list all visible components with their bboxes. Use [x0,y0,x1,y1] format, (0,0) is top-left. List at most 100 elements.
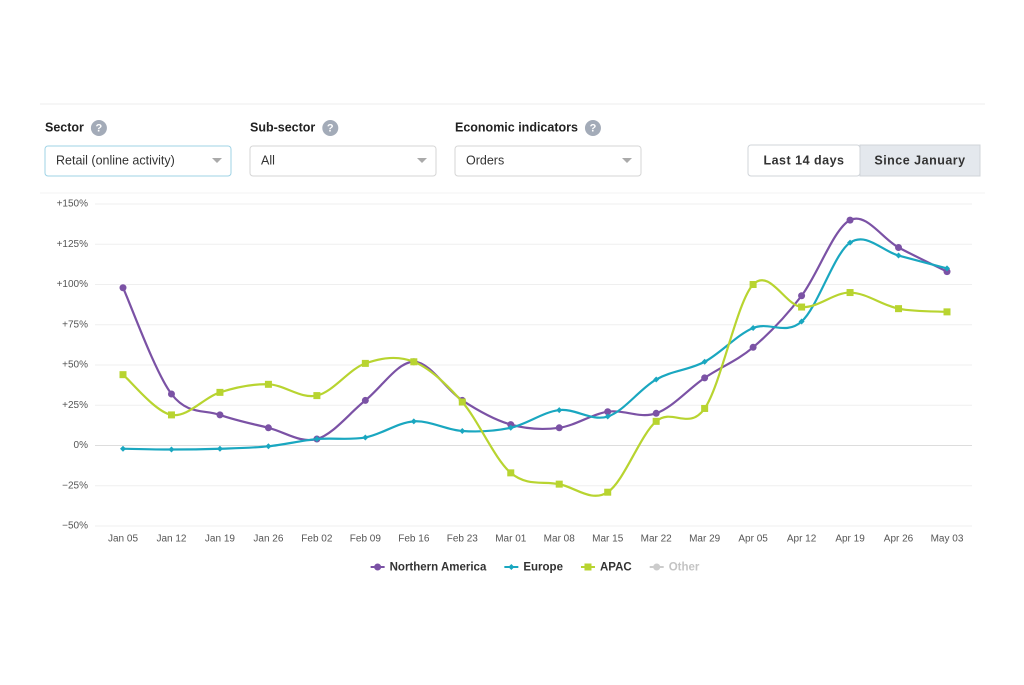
x-tick-label: Feb 16 [398,534,430,545]
data-point [361,359,369,367]
series-line [122,279,948,497]
dropdown-value: Retail (online activity) [56,153,175,167]
dropdown-caret [212,158,222,163]
dropdown-caret [417,158,427,163]
dropdown-box [454,145,642,177]
data-point [264,424,272,432]
legend: Northern America Europe APAC Other [370,562,700,574]
y-tick-label: +75% [62,319,88,330]
x-tick-label: Mar 01 [495,534,527,545]
data-point [507,424,514,431]
data-point [556,407,563,414]
data-point [216,445,223,452]
data-point [701,358,708,365]
dropdown-box [249,145,437,177]
help-icon[interactable] [90,120,107,136]
y-tick-label: 0% [74,440,89,451]
y-tick-label: +125% [57,239,89,250]
toggle-button[interactable]: Since January [859,144,981,177]
dropdown[interactable]: All [249,145,437,177]
filter-label: Economic indicators [455,120,578,134]
data-point [216,411,224,419]
legend-marker [584,563,592,571]
y-tick-label: +25% [62,400,88,411]
y-tick-label: +100% [57,279,89,290]
data-point [944,265,950,272]
x-tick-label: Apr 12 [787,534,817,545]
data-point [604,408,612,416]
y-tick-label: +50% [62,360,88,371]
data-point [798,318,805,325]
data-point [555,480,563,488]
data-point [653,376,660,383]
data-point [265,443,272,450]
toggle-button-box [859,144,981,177]
x-tick-label: Jan 05 [108,534,138,545]
series-line [122,238,948,451]
x-tick-label: Feb 09 [350,534,382,545]
help-icon[interactable] [584,120,601,136]
data-point [119,371,127,379]
x-tick-label: Jan 19 [205,534,235,545]
x-tick-label: Jan 26 [253,534,283,545]
filter-label: Sub-sector [250,120,315,134]
data-point [750,324,757,331]
data-point [895,243,903,251]
data-point [701,374,709,382]
legend-label: Other [669,562,700,574]
x-tick-label: Mar 22 [641,534,673,545]
data-point [313,392,321,400]
data-point [846,289,854,297]
legend-item[interactable]: Europe [504,562,563,574]
x-tick-label: Apr 26 [884,534,914,545]
data-point [507,469,515,477]
data-point [895,305,903,313]
toggle-button[interactable]: Last 14 days [747,144,861,177]
legend-item[interactable]: APAC [580,562,632,574]
data-point [701,404,709,412]
y-tick-label: −50% [62,521,88,532]
data-point [264,380,272,388]
x-tick-label: Mar 08 [544,534,576,545]
dropdown-value: Orders [466,153,504,167]
legend-marker [508,564,515,570]
dropdown[interactable]: Retail (online activity) [44,145,232,177]
x-tick-label: Feb 23 [447,534,479,545]
x-tick-label: Mar 29 [689,534,721,545]
help-icon-text: ? [590,122,597,134]
data-point [410,418,417,425]
data-point [119,284,127,292]
data-point [943,308,951,316]
legend-label: APAC [600,562,632,574]
help-icon[interactable] [322,120,339,136]
data-point [652,417,660,425]
dropdown-caret [622,158,632,163]
data-point [652,409,660,417]
data-point [943,268,951,276]
data-point [458,398,466,406]
data-point [216,388,224,396]
legend-item[interactable]: Other [649,562,700,574]
y-tick-label: +150% [57,199,89,210]
toggle-button-label: Last 14 days [763,153,844,167]
legend-item[interactable]: Northern America [370,562,487,574]
data-point [361,396,369,404]
x-tick-label: Mar 15 [592,534,624,545]
data-point [362,434,369,441]
x-tick-label: Apr 19 [835,534,865,545]
data-point [798,292,806,300]
legend-marker [374,563,382,571]
legend-label: Europe [523,562,563,574]
data-point [459,428,466,435]
x-tick-label: Apr 05 [738,534,768,545]
data-point [167,411,175,419]
legend-marker [653,563,661,571]
dropdown-box [44,145,232,177]
data-point [410,358,418,366]
filter-label: Sector [45,120,84,134]
dropdown[interactable]: Orders [454,145,642,177]
help-icon-text: ? [96,122,103,134]
data-point [749,281,757,288]
toggle-button-label: Since January [874,153,965,167]
